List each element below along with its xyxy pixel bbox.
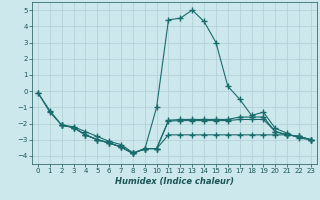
X-axis label: Humidex (Indice chaleur): Humidex (Indice chaleur) (115, 177, 234, 186)
